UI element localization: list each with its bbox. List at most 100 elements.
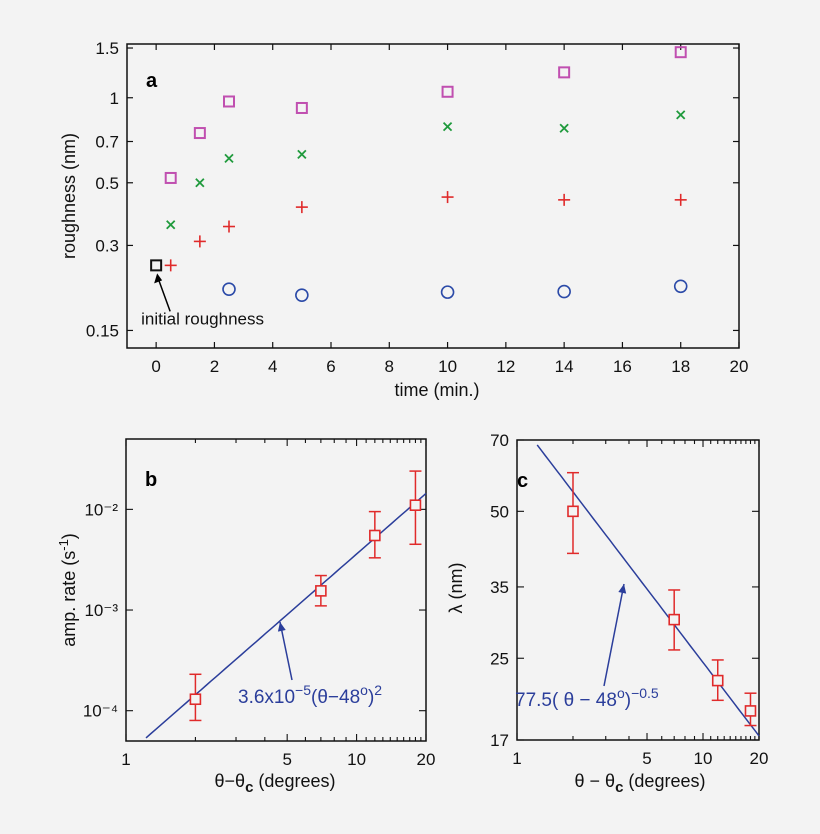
panel-a-xtick-label: 12	[496, 357, 515, 376]
panel-c-frame	[516, 439, 760, 741]
panel-c-ytick-label: 35	[490, 578, 509, 597]
panel-a-point-circle	[673, 279, 688, 294]
panel-a-xtick-label: 14	[555, 357, 574, 376]
panel-b-frame	[125, 438, 427, 742]
panel-b-data-point	[314, 574, 327, 607]
panel-c-xtick-label: 1	[512, 749, 521, 768]
panel-a-point-square	[223, 95, 235, 108]
panel-a-annotation-arrowhead	[154, 273, 163, 284]
panel-a-point-x	[442, 122, 453, 132]
panel-c-fit-arrowhead	[618, 584, 627, 594]
panel-a-point-x-stroke	[224, 153, 234, 164]
panel-c-ytick-label: 25	[490, 649, 509, 668]
panel-a-point-x-stroke	[166, 220, 176, 230]
panel-a-point-square	[193, 127, 206, 140]
panel-a-annotation-arrow-shaft	[157, 278, 171, 312]
panel-c-point-square	[668, 613, 680, 626]
panel-a-point-x-stroke	[195, 178, 205, 188]
panel-a-ylabel: roughness (nm)	[59, 133, 79, 259]
panel-c-fit-arrow	[603, 583, 625, 687]
panel-c-ytick-label: 70	[490, 431, 509, 450]
panel-c-data-point	[744, 692, 757, 727]
panel-c-xtick-label: 10	[694, 749, 713, 768]
panel-a-xtick-label: 6	[326, 357, 335, 376]
panel-a-ytick-label: 1.5	[95, 39, 119, 58]
panel-a-point-plus	[295, 201, 308, 214]
panel-a-xtick-label: 20	[730, 357, 749, 376]
panel-b-ylabel: amp. rate (s-1)	[56, 533, 79, 647]
panel-a-point-x	[559, 123, 569, 133]
panel-a-point-x	[166, 220, 176, 230]
panel-a-annotation: initial roughness	[141, 309, 264, 328]
panel-a-point-plus	[193, 235, 206, 248]
panel-b-data-point	[409, 470, 422, 546]
panel-b-ytick-label: 10⁻⁴	[83, 702, 118, 721]
panel-a-xtick-label: 18	[671, 357, 690, 376]
panel-b-data-point	[189, 673, 202, 722]
panel-c-data-point	[566, 471, 579, 555]
panel-b: b 1 5 10 20 10⁻⁴ 10⁻³ 10⁻² 3.6x10−5(θ−48o)2 θ−…	[56, 438, 436, 796]
panel-b-ytick-label: 10⁻³	[84, 601, 118, 620]
panel-a-point-x	[297, 149, 307, 160]
panel-a-point-plus	[441, 191, 454, 204]
panel-b-xtick-label: 10	[347, 750, 366, 769]
panel-b-fit-arrow	[279, 621, 293, 681]
panel-c-ylabel: λ (nm)	[446, 563, 466, 614]
panel-c: c 1 5 10 20 17 25 35 50 70 77.5( θ − 48o)−0.5 θ …	[446, 431, 768, 796]
panel-b-point-square	[315, 585, 327, 597]
panel-a-xlabel: time (min.)	[395, 380, 480, 400]
panel-b-xlabel: θ−θc (degrees)	[215, 771, 336, 796]
panel-a-point-x-stroke	[676, 110, 686, 120]
panel-c-data-point	[668, 589, 681, 651]
panel-c-label: c	[517, 470, 528, 492]
panel-a-xtick-label: 4	[268, 357, 277, 376]
panel-a-point-square	[674, 46, 687, 59]
panel-b-xtick-label: 20	[417, 750, 436, 769]
panel-a-ytick-label: 0.3	[95, 236, 119, 255]
panel-c-data-point	[711, 659, 724, 702]
panel-a-point-circle	[295, 288, 309, 302]
panel-a-point-circle	[557, 284, 571, 299]
panel-a-ytick-label: 0.7	[95, 133, 119, 152]
panel-a-point-x-stroke	[559, 123, 569, 133]
panel-a-point-plus	[164, 259, 177, 272]
panel-c-point-square	[567, 505, 579, 518]
panel-a-point-square	[295, 101, 308, 114]
panel-c-point-square	[711, 674, 724, 687]
panel-c-xtick-label: 5	[642, 749, 651, 768]
panel-c-xtick-label: 20	[750, 749, 769, 768]
panel-b-point-square	[409, 499, 422, 511]
panel-a-point-circle	[222, 282, 236, 296]
panel-b-xtick-label: 1	[121, 750, 130, 769]
panel-a-point-plus	[223, 220, 235, 233]
panel-a-point-plus	[558, 193, 571, 206]
panel-a-point-square	[164, 171, 177, 184]
panel-a-xtick-label: 8	[385, 357, 394, 376]
panel-a-xtick-label: 2	[210, 357, 219, 376]
panel-a-point-x-stroke	[297, 149, 307, 160]
panel-a-point-plus	[674, 193, 687, 206]
panel-a-point-circle	[440, 285, 455, 299]
panel-a-ytick-label: 1	[110, 89, 119, 108]
panel-a-ytick-label: 0.15	[86, 321, 119, 340]
panel-c-xlabel: θ − θc (degrees)	[575, 771, 706, 796]
panel-b-data-point	[368, 510, 381, 559]
panel-a-point-square	[558, 66, 571, 79]
panel-c-fit-line	[536, 444, 760, 737]
panel-c-fit-label: 77.5( θ − 48o)−0.5	[515, 685, 659, 711]
panel-a-point-x	[195, 178, 205, 188]
panel-a-label: a	[146, 70, 158, 92]
panel-a-xtick-label: 0	[151, 357, 160, 376]
panel-c-ytick-label: 17	[490, 731, 509, 750]
panel-a-ytick-label: 0.5	[95, 174, 119, 193]
panel-b-fit-arrowhead	[277, 622, 286, 632]
panel-b-point-square	[369, 529, 381, 542]
panel-c-ytick-label: 50	[490, 502, 509, 521]
panel-a-xtick-label: 10	[438, 357, 457, 376]
panel-b-xtick-label: 5	[282, 750, 291, 769]
panel-a-point-x-stroke	[442, 122, 453, 132]
panel-b-label: b	[145, 469, 157, 491]
panel-a: a time (min.) roughness (nm) 0 2 4 6 8 10 12 14…	[59, 39, 748, 400]
panel-b-fit-label: 3.6x10−5(θ−48o)2	[238, 682, 382, 708]
